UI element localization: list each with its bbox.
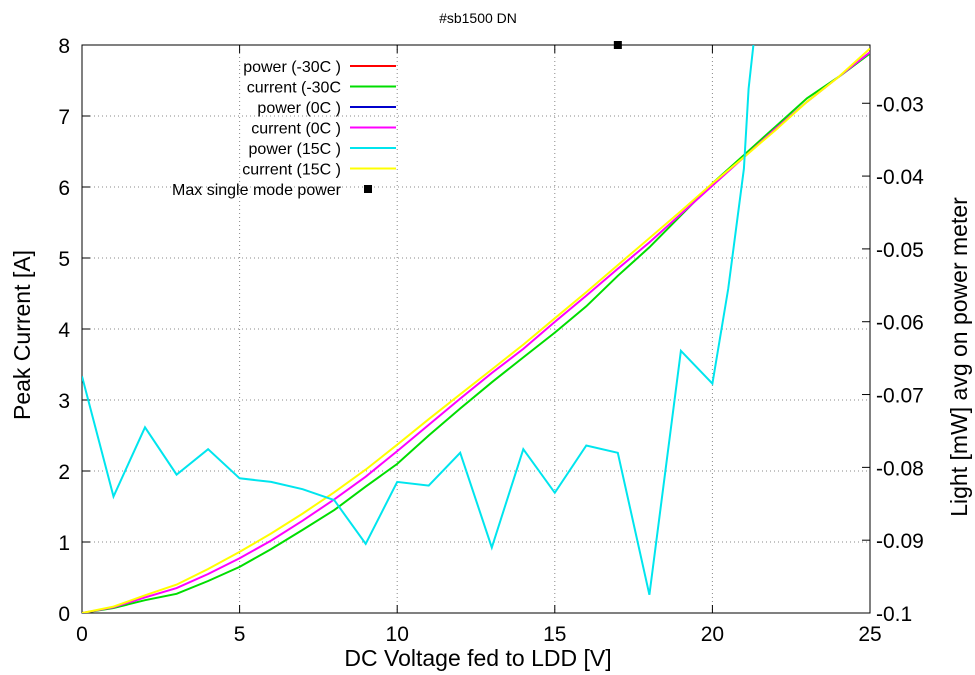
series-line-power-15c [82, 45, 755, 596]
y-tick-label: 7 [58, 106, 70, 129]
y-tick-label: 4 [58, 319, 70, 342]
y2-axis-label: Light [mW] avg on power meter [946, 197, 972, 517]
y-tick-label: 5 [58, 248, 70, 271]
x-tick-label: 5 [234, 623, 246, 646]
x-tick-label: 10 [386, 623, 409, 646]
series-line-current-15c [82, 47, 870, 613]
y2-tick-label: -0.09 [876, 530, 924, 553]
legend-marker [364, 185, 372, 193]
series-line-current-0c [82, 51, 870, 613]
x-tick-label: 20 [701, 623, 724, 646]
y-tick-label: 3 [58, 390, 70, 413]
x-tick-label: 0 [76, 623, 88, 646]
series-line-current-30c [82, 52, 870, 613]
y2-tick-label: -0.03 [876, 93, 924, 116]
y-tick-label: 8 [58, 35, 70, 58]
data-series [82, 45, 870, 613]
y-tick-label: 1 [58, 532, 70, 555]
legend-label: current (15C ) [242, 162, 341, 179]
legend-label: power (15C ) [249, 141, 341, 158]
legend: power (-30C ) current (-30C power (0C ) cur… [172, 59, 396, 199]
y2-tick-label: -0.1 [876, 603, 912, 626]
legend-label: current (0C ) [251, 121, 341, 138]
y2-tick-label: -0.08 [876, 457, 924, 480]
x-tick-label: 15 [543, 623, 566, 646]
x-tick-label: 25 [858, 623, 881, 646]
axis-ticks: 0 5 10 15 20 25 0 1 2 3 4 5 6 7 8 -0.1 -0.09 -0.08 -0.07 -0… [58, 35, 924, 646]
x-axis-label: DC Voltage fed to LDD [V] [344, 645, 611, 671]
y-tick-label: 6 [58, 177, 70, 200]
y-axis-label: Peak Current [A] [9, 250, 35, 420]
y2-tick-label: -0.06 [876, 312, 924, 335]
plot-frame [81, 44, 871, 614]
grid-lines [82, 45, 870, 613]
chart-title: #sb1500 DN [439, 10, 517, 26]
y2-tick-label: -0.05 [876, 239, 924, 262]
y2-tick-label: -0.04 [876, 166, 924, 189]
y2-tick-label: -0.07 [876, 385, 924, 408]
legend-label: power (0C ) [257, 100, 341, 117]
y-tick-label: 0 [58, 603, 70, 626]
legend-label: Max single mode power [172, 182, 342, 199]
y-tick-label: 2 [58, 461, 70, 484]
legend-label: power (-30C ) [243, 59, 341, 76]
legend-label: current (-30C [247, 80, 341, 97]
max-single-mode-power-point [613, 41, 622, 49]
